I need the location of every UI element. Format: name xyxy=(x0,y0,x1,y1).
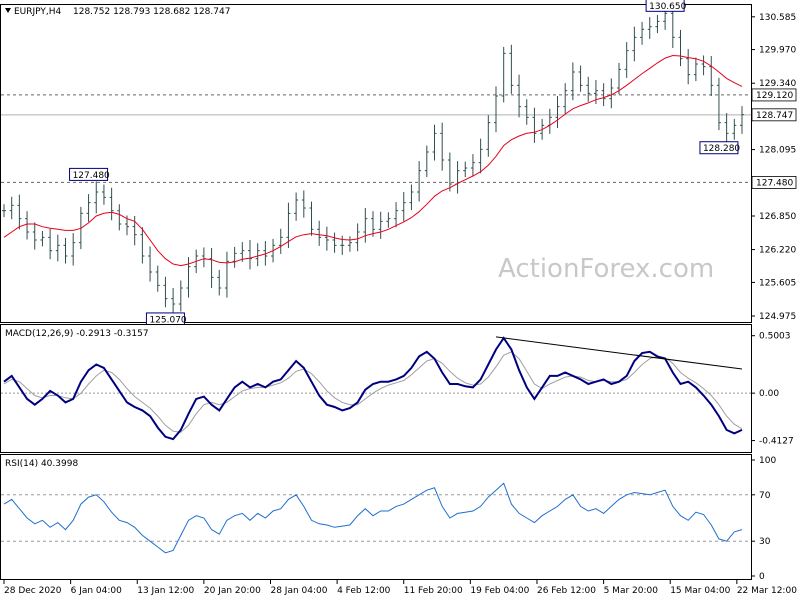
annotation-label-2: 125.070 xyxy=(149,315,186,325)
price-levels xyxy=(1,94,751,183)
x-tick-label-2: 13 Jan 12:00 xyxy=(137,586,194,596)
y-tick-label-5: 126.220 xyxy=(759,246,796,256)
x-tick-label-10: 15 Mar 04:00 xyxy=(670,586,730,596)
price-panel: ActionForex.com 130.650 127.480 125.070 128… xyxy=(0,0,796,326)
rsi-tick-label-3: 0 xyxy=(759,572,765,582)
level-tag-1: 128.747 xyxy=(756,111,793,121)
price-candles xyxy=(2,2,744,315)
rsi-panel-frame xyxy=(0,454,752,580)
rsi-tick-label-0: 100 xyxy=(759,456,776,466)
symbol-header: EURJPY,H4 128.752 128.793 128.682 128.74… xyxy=(5,7,230,17)
y-tick-label-0: 130.585 xyxy=(759,13,796,23)
x-tick-label-6: 11 Feb 20:00 xyxy=(404,586,463,596)
x-tick-label-3: 20 Jan 20:00 xyxy=(204,586,261,596)
symbol-label: EURJPY,H4 xyxy=(14,7,62,17)
macd-tick-label-2: -0.4127 xyxy=(759,437,794,447)
price-annotations: 130.650 127.480 125.070 128.280 xyxy=(69,0,740,326)
time-x-axis: 28 Dec 2020 6 Jan 04:00 13 Jan 12:00 20 Jan… xyxy=(3,580,797,596)
macd-tick-label-1: 0.00 xyxy=(759,389,779,399)
y-tick-label-6: 125.605 xyxy=(759,278,796,288)
rsi-y-axis: 100 70 30 0 xyxy=(751,456,776,582)
macd-panel: MACD(12,26,9) -0.2913 -0.3157 0.5003 0.00… xyxy=(0,324,794,453)
moving-average-line xyxy=(3,54,743,267)
macd-tick-label-0: 0.5003 xyxy=(759,332,791,342)
level-tag-2: 127.480 xyxy=(756,178,793,188)
macd-panel-frame xyxy=(0,324,752,453)
x-tick-label-8: 26 Feb 12:00 xyxy=(537,586,596,596)
dropdown-triangle-icon[interactable] xyxy=(5,8,11,13)
x-tick-label-0: 28 Dec 2020 xyxy=(4,586,62,596)
rsi-tick-label-1: 70 xyxy=(759,491,771,501)
y-tick-label-7: 124.975 xyxy=(759,312,796,322)
y-tick-label-1: 129.970 xyxy=(759,46,796,56)
watermark: ActionForex.com xyxy=(498,254,714,284)
level-tag-box-2 xyxy=(751,175,797,189)
price-y-axis: 130.585 129.970 129.340 128.095 126.850 126.2… xyxy=(751,13,796,322)
macd-y-axis: 0.5003 0.00 -0.4127 xyxy=(751,332,794,447)
macd-title: MACD(12,26,9) -0.2913 -0.3157 xyxy=(5,329,149,339)
x-tick-label-9: 5 Mar 20:00 xyxy=(604,586,659,596)
y-tick-label-4: 126.850 xyxy=(759,212,796,222)
rsi-tick-label-2: 30 xyxy=(759,537,771,547)
annotation-label-1: 127.480 xyxy=(73,171,110,181)
x-tick-label-1: 6 Jan 04:00 xyxy=(71,586,123,596)
annotation-box-3 xyxy=(699,141,739,155)
y-tick-label-3: 128.095 xyxy=(759,146,796,156)
y-tick-label-2: 129.340 xyxy=(759,79,796,89)
rsi-title: RSI(14) 40.3998 xyxy=(5,459,78,469)
level-tag-box-1 xyxy=(751,108,797,122)
level-tag-box-0 xyxy=(751,88,797,102)
level-tag-0: 129.120 xyxy=(756,91,793,101)
annotation-label-0: 130.650 xyxy=(649,2,686,12)
ohlc-values: 128.752 128.793 128.682 128.747 xyxy=(73,7,230,17)
x-tick-label-11: 22 Mar 12:00 xyxy=(737,586,797,596)
annotation-box-0 xyxy=(645,0,685,12)
macd-trendline xyxy=(495,336,743,370)
annotation-box-1 xyxy=(69,167,109,181)
rsi-panel: RSI(14) 40.3998 100 70 30 0 xyxy=(0,454,776,582)
annotation-label-3: 128.280 xyxy=(703,144,740,154)
x-tick-label-5: 4 Feb 12:00 xyxy=(337,586,391,596)
x-tick-label-4: 28 Jan 04:00 xyxy=(270,586,327,596)
x-tick-label-7: 19 Feb 04:00 xyxy=(470,586,529,596)
rsi-line xyxy=(3,482,743,554)
macd-line xyxy=(3,336,743,441)
